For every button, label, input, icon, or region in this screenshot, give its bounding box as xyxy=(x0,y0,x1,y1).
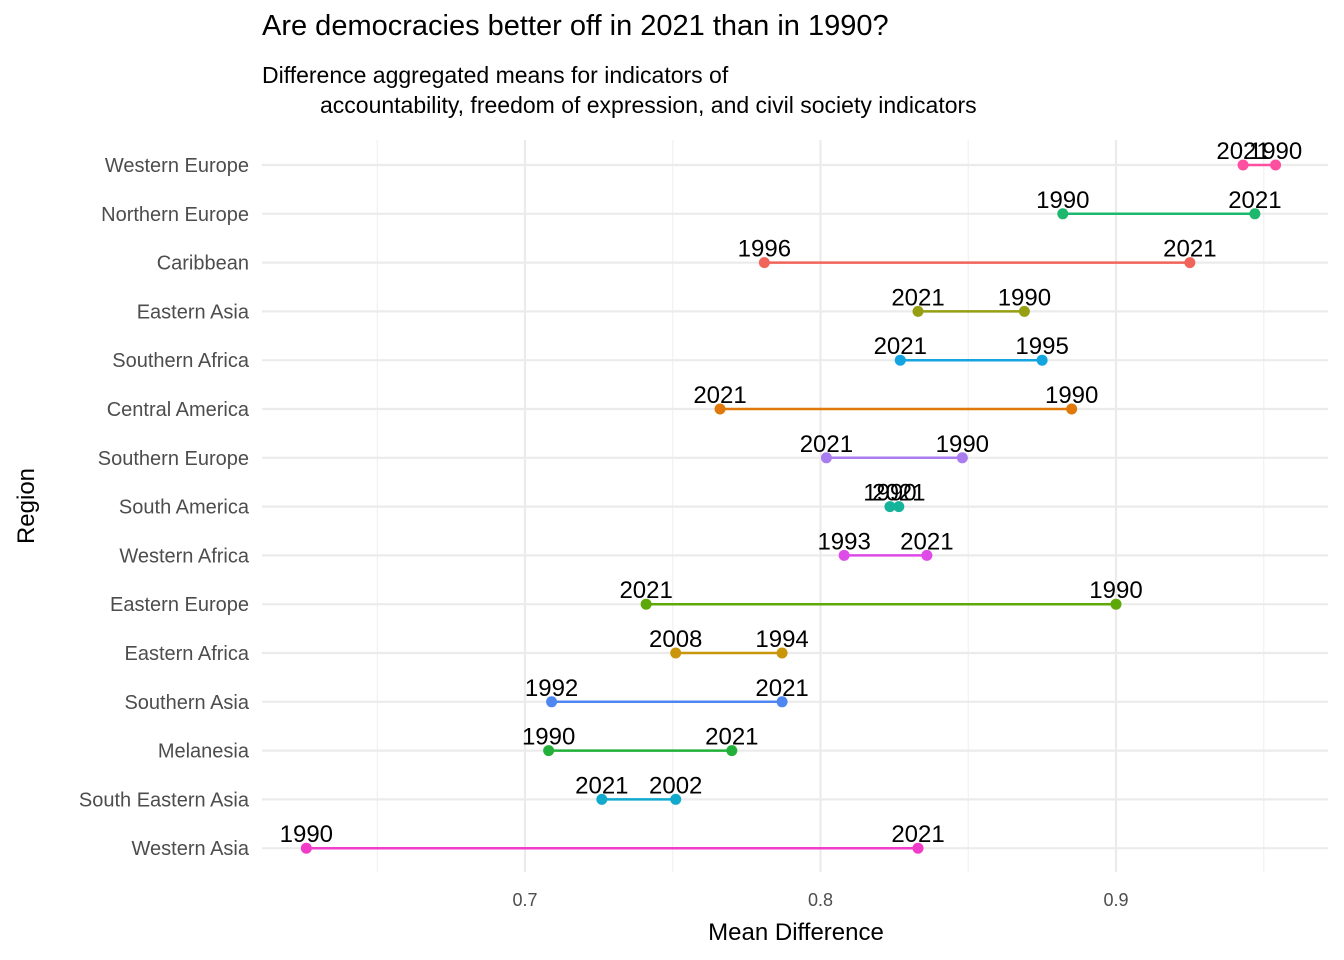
data-point xyxy=(893,501,905,513)
data-point xyxy=(894,354,906,366)
point-label: 1990 xyxy=(1036,187,1089,214)
data-point xyxy=(1057,208,1069,220)
point-label: 2021 xyxy=(900,528,953,555)
data-point xyxy=(596,793,608,805)
subtitle-line-1: Difference aggregated means for indicato… xyxy=(262,62,729,88)
point-label: 1990 xyxy=(936,431,989,458)
point-label: 1995 xyxy=(1015,333,1068,360)
point-label: 2021 xyxy=(705,724,758,751)
data-point xyxy=(670,647,682,659)
y-tick-label: Eastern Asia xyxy=(137,301,250,323)
point-label: 2021 xyxy=(693,382,746,409)
point-label: 2021 xyxy=(1216,138,1269,165)
data-point xyxy=(546,696,558,708)
data-point xyxy=(921,549,933,561)
data-point xyxy=(912,305,924,317)
data-point xyxy=(1270,159,1282,171)
chart-title: Are democracies better off in 2021 than … xyxy=(262,10,889,42)
point-label: 2021 xyxy=(619,577,672,604)
y-tick-label: Central America xyxy=(107,399,250,421)
x-tick-label: 0.9 xyxy=(1103,890,1128,910)
y-tick-label: Eastern Africa xyxy=(124,643,249,665)
point-label: 2021 xyxy=(891,821,944,848)
data-point xyxy=(1184,257,1196,269)
point-label: 1990 xyxy=(1249,138,1302,165)
data-point xyxy=(714,403,726,415)
y-tick-label: Eastern Europe xyxy=(110,594,249,616)
point-label: 2021 xyxy=(575,772,628,799)
data-point xyxy=(1036,354,1048,366)
chart-subtitle: Difference aggregated means for indicato… xyxy=(262,60,977,120)
y-tick-label: Western Europe xyxy=(105,155,249,177)
y-axis-title: Region xyxy=(13,468,40,544)
y-tick-label: Western Africa xyxy=(119,545,250,567)
y-tick-label: Southern Africa xyxy=(112,350,250,372)
point-label: 2021 xyxy=(1163,236,1216,263)
y-tick-label: South America xyxy=(119,497,250,519)
y-tick-label: Caribbean xyxy=(157,253,249,275)
data-point xyxy=(838,549,850,561)
data-point xyxy=(776,696,788,708)
point-label: 2021 xyxy=(874,333,927,360)
data-point xyxy=(1018,305,1030,317)
point-label: 1990 xyxy=(522,724,575,751)
data-point xyxy=(1249,208,1261,220)
y-axis-ticks: Western Europe Northern Europe Caribbean Ea… xyxy=(79,155,250,860)
point-label: 1993 xyxy=(817,528,870,555)
data-point xyxy=(758,257,770,269)
point-label: 1994 xyxy=(755,626,808,653)
x-axis-ticks: 0.7 0.8 0.9 xyxy=(512,890,1128,910)
point-label: 2021 xyxy=(891,284,944,311)
data-point xyxy=(884,501,896,513)
point-label: 2008 xyxy=(649,626,702,653)
point-label: 1992 xyxy=(525,675,578,702)
data-point xyxy=(300,842,312,854)
x-axis-title: Mean Difference xyxy=(708,919,884,946)
data-point xyxy=(912,842,924,854)
data-point xyxy=(820,452,832,464)
subtitle-line-2: accountability, freedom of expression, a… xyxy=(320,92,977,118)
point-label: 2021 xyxy=(1228,187,1281,214)
data-point xyxy=(776,647,788,659)
point-label: 1990 xyxy=(863,480,916,507)
point-label: 1990 xyxy=(1045,382,1098,409)
y-tick-label: Melanesia xyxy=(158,741,250,763)
data-point xyxy=(1066,403,1078,415)
point-label: 1990 xyxy=(1089,577,1142,604)
point-label: 1990 xyxy=(998,284,1051,311)
y-tick-label: Western Asia xyxy=(132,838,250,860)
y-tick-label: Southern Europe xyxy=(98,448,249,470)
point-label: 1990 xyxy=(280,821,333,848)
x-tick-label: 0.8 xyxy=(808,890,833,910)
point-label: 2021 xyxy=(800,431,853,458)
y-tick-label: Northern Europe xyxy=(101,204,249,226)
data-point xyxy=(726,745,738,757)
point-label: 2021 xyxy=(872,480,925,507)
data-point xyxy=(1237,159,1249,171)
y-tick-label: South Eastern Asia xyxy=(79,789,250,811)
data-point xyxy=(1110,598,1122,610)
data-point xyxy=(543,745,555,757)
data-point xyxy=(640,598,652,610)
x-tick-label: 0.7 xyxy=(512,890,537,910)
data-point xyxy=(670,793,682,805)
point-label: 2021 xyxy=(755,675,808,702)
point-label: 1996 xyxy=(738,236,791,263)
point-label: 2002 xyxy=(649,772,702,799)
data-point xyxy=(956,452,968,464)
y-tick-label: Southern Asia xyxy=(124,692,249,714)
